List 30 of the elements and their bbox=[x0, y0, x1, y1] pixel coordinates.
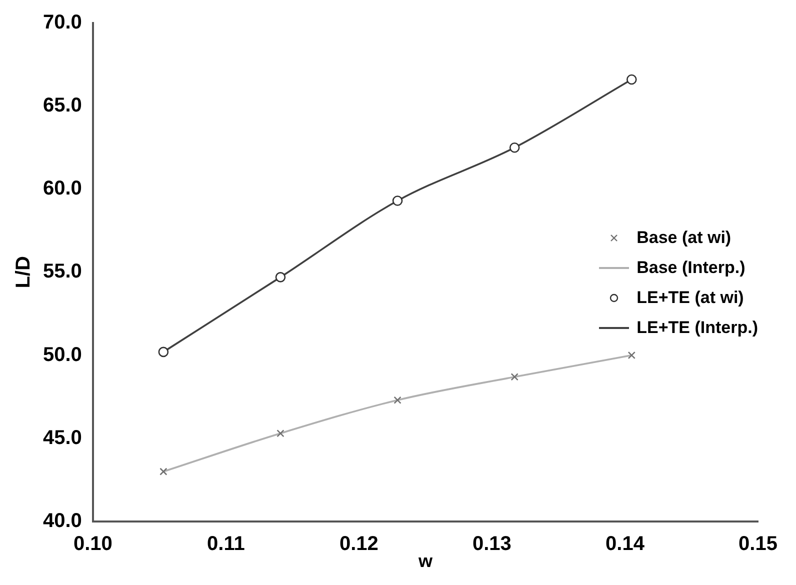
point bbox=[392, 196, 403, 206]
y-tick-label: 65.0 bbox=[42, 94, 82, 117]
y-tick-label: 45.0 bbox=[42, 426, 82, 449]
point bbox=[160, 468, 168, 476]
x-tick-label: 0.13 bbox=[472, 532, 512, 555]
y-tick-label: 40.0 bbox=[42, 510, 82, 532]
legend-label: Base (at wi) bbox=[636, 227, 732, 249]
point bbox=[275, 272, 286, 282]
x-tick-label: 0.11 bbox=[207, 532, 245, 555]
point bbox=[626, 74, 637, 85]
legend-label: LE+TE (Interp.) bbox=[636, 317, 758, 339]
legend-label: LE+TE (at wi) bbox=[636, 287, 744, 309]
y-tick-label: 60.0 bbox=[42, 178, 82, 200]
x-tick-label: 0.15 bbox=[738, 532, 778, 555]
x-tick-label: 0.12 bbox=[339, 532, 378, 555]
point bbox=[509, 142, 520, 153]
point bbox=[276, 430, 284, 438]
x-tick-label: 0.10 bbox=[73, 532, 112, 555]
point bbox=[394, 396, 402, 404]
y-tick-label: 55.0 bbox=[42, 260, 82, 283]
point bbox=[158, 346, 169, 358]
legend-label: Base (Interp.) bbox=[636, 257, 746, 279]
point bbox=[628, 351, 636, 360]
y-tick-label: 70.0 bbox=[42, 12, 82, 34]
y-tick-label: 50.0 bbox=[42, 344, 82, 366]
line-series bbox=[162, 354, 633, 472]
point bbox=[510, 373, 518, 381]
x-tick-label: 0.14 bbox=[606, 532, 646, 555]
y-axis-title: L/D bbox=[12, 256, 35, 288]
x-axis-title: w bbox=[417, 551, 434, 572]
